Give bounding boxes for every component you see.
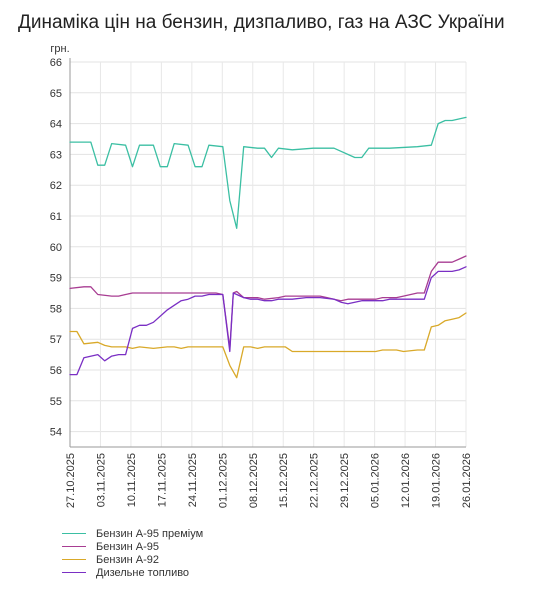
legend-item-3[interactable]: Бензин А-92	[62, 553, 203, 566]
legend-swatch	[62, 558, 86, 561]
x-tick-label: 08.12.2025	[248, 453, 260, 508]
x-tick-label: 24.11.2025	[187, 453, 199, 507]
series-line-4[interactable]	[69, 266, 467, 376]
x-tick-label: 27.10.2025	[65, 453, 77, 508]
series-line-1[interactable]	[69, 116, 467, 229]
y-tick-label: 64	[50, 119, 62, 131]
legend-swatch	[62, 545, 86, 548]
axes: 54 55 56 57 58 59 60 61 62 63 64 65 66 грн. 27.10.2025…	[50, 43, 473, 508]
x-tick-label: 29.12.2025	[339, 453, 351, 508]
y-tick-label: 54	[50, 427, 62, 439]
y-axis-unit: грн.	[50, 43, 69, 55]
x-tick-label: 22.12.2025	[309, 453, 321, 508]
x-tick-label: 17.11.2025	[156, 453, 168, 507]
y-tick-label: 63	[50, 149, 62, 161]
chart-title: Динаміка цін на бензин, дизпаливо, газ н…	[18, 12, 505, 33]
x-tick-label: 03.11.2025	[95, 453, 107, 507]
y-tick-label: 56	[50, 365, 62, 377]
y-tick-label: 60	[50, 242, 62, 254]
legend: Бензин А-95 преміум Бензин А-95 Бензин А-9…	[62, 527, 203, 579]
legend-item-4[interactable]: Дизельне топливо	[62, 566, 203, 579]
legend-label: Дизельне топливо	[96, 566, 190, 579]
x-tick-label: 19.01.2026	[431, 453, 443, 508]
series-line-3[interactable]	[69, 312, 467, 379]
legend-item-1[interactable]: Бензин А-95 преміум	[62, 527, 203, 540]
y-tick-label: 65	[50, 88, 62, 100]
y-tick-label: 62	[50, 180, 62, 192]
series-lines	[69, 116, 467, 379]
y-tick-label: 58	[50, 303, 62, 315]
x-tick-label: 10.11.2025	[126, 453, 138, 507]
y-tick-label: 57	[50, 334, 62, 346]
legend-label: Бензин А-95	[96, 540, 159, 553]
legend-item-2[interactable]: Бензин А-95	[62, 540, 203, 553]
x-tick-label: 15.12.2025	[278, 453, 290, 508]
grid	[69, 61, 467, 447]
series-line-2[interactable]	[69, 255, 467, 350]
y-tick-label: 55	[50, 396, 62, 408]
y-tick-label: 66	[50, 57, 62, 69]
y-tick-label: 61	[50, 211, 62, 223]
y-tick-label: 59	[50, 273, 62, 285]
x-tick-label: 12.01.2026	[400, 453, 412, 508]
legend-swatch	[62, 532, 86, 535]
legend-label: Бензин А-92	[96, 553, 159, 566]
x-tick-label: 26.01.2026	[461, 453, 473, 508]
legend-label: Бензин А-95 преміум	[96, 527, 204, 540]
x-tick-label: 05.01.2026	[370, 453, 382, 508]
x-tick-label: 01.12.2025	[217, 453, 229, 508]
legend-swatch	[62, 571, 86, 574]
